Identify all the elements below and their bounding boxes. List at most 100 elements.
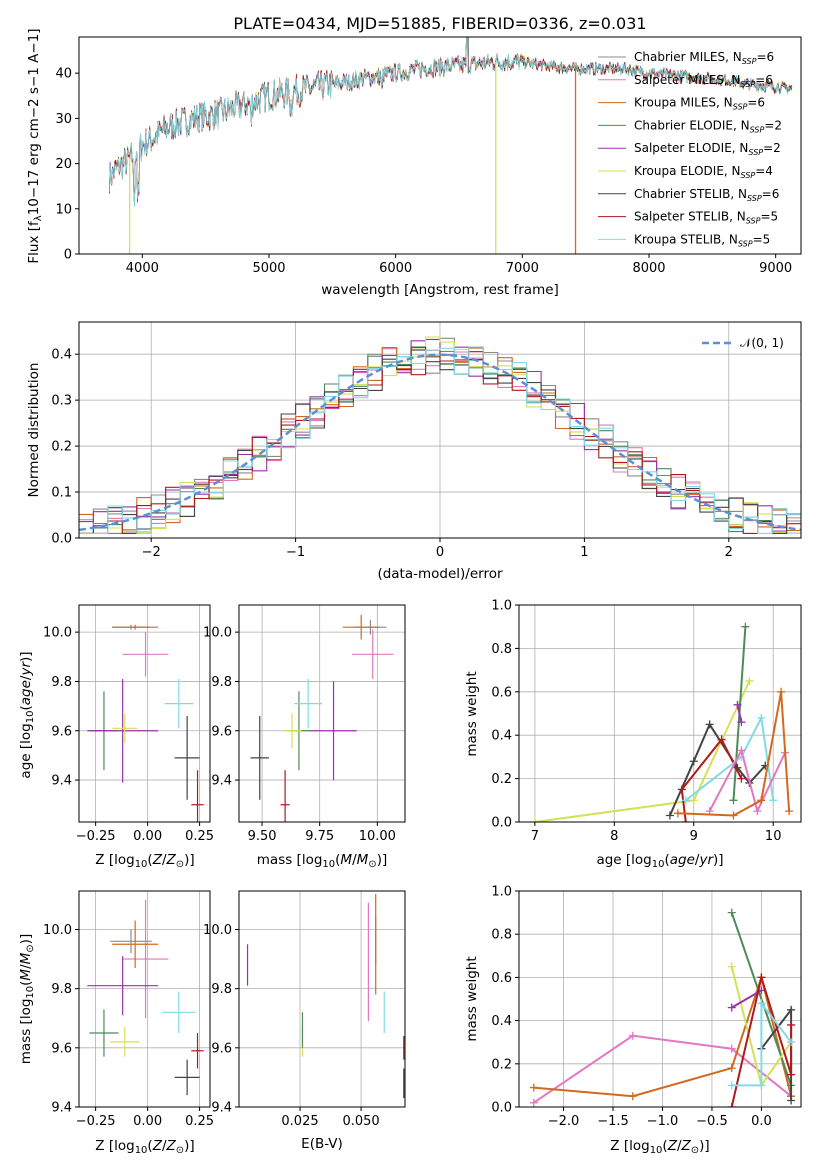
legend-entry: Kroupa MILES, NSSP=6	[634, 96, 765, 112]
weight-marker	[757, 1081, 766, 1090]
plot-area-residuals	[79, 322, 801, 538]
y-tick-label: 10.0	[43, 923, 72, 938]
legend-sub: SSP	[747, 194, 762, 203]
legend-sub: SSP	[742, 57, 757, 66]
y-tick-label: 9.4	[211, 774, 232, 789]
x-tick-label: 9000	[759, 261, 792, 276]
weight-line-salpeter-stelib	[680, 737, 743, 822]
y-tick-label: 1.0	[491, 599, 512, 614]
y-tick-label: 0.2	[491, 1057, 512, 1072]
label-part: /	[677, 1138, 682, 1154]
label-part: M	[18, 952, 34, 964]
y-axis-label: mass [log10(M/M⊙)]	[18, 934, 36, 1064]
weight-line-kroupa-stelib	[685, 714, 775, 802]
label-part: 10	[25, 711, 36, 724]
weight-marker	[727, 1081, 736, 1090]
x-tick-label: 9.50	[248, 829, 277, 844]
y-tick-label: 9.8	[51, 675, 72, 690]
histogram-kroupa-stelib	[79, 346, 801, 534]
weight-marker	[737, 746, 746, 755]
axes-spectrum: 4000 5000 6000 7000 8000 9000 0 10 20 30 40 Chabrie…	[26, 28, 802, 298]
weight-marker	[737, 718, 746, 727]
axes-frame	[518, 890, 802, 1108]
label-part: −1	[26, 34, 42, 54]
weight-line-salpeter-elodie	[736, 704, 743, 723]
y-tick-label: 9.8	[211, 675, 232, 690]
label-part: mass [log	[18, 999, 34, 1065]
y-axis-label: mass weight	[464, 956, 480, 1041]
axes-mass-vs-Z: −0.25 0.00 0.259.49.69.810.0Z [log10(Z/Z⊙)…	[18, 890, 214, 1156]
x-tick-label: 0.00	[133, 829, 162, 844]
legend-sub: SSP	[733, 103, 748, 112]
label-part: )]	[377, 852, 388, 868]
weight-marker	[677, 785, 686, 794]
weight-marker	[757, 713, 766, 722]
label-part: ]	[26, 28, 42, 33]
label-part: (	[18, 705, 34, 710]
weight-marker	[530, 818, 539, 822]
axes-residuals: −2 −1 0 1 2 0.0 0.1 0.2 0.3 0.4 𝒩(0, 1) (data-model…	[26, 321, 802, 582]
legend-entry: Kroupa STELIB, NSSP=5	[634, 232, 770, 248]
weight-marker	[757, 999, 766, 1008]
weight-line-chabrier-stelib	[668, 722, 767, 816]
axes-age-vs-Z: −0.25 0.00 0.259.49.69.810.0Z [log10(Z/Z⊙)…	[18, 604, 214, 870]
label-part: )]	[18, 651, 34, 662]
label-part: mass [log	[257, 852, 323, 868]
label-part: (	[664, 852, 669, 868]
y-tick-label: 0	[64, 248, 72, 263]
legend-value: =6	[755, 73, 773, 87]
plot-area-weight-vs-Z	[519, 891, 801, 1107]
y-axis-label: age [log10(age/yr)]	[18, 651, 36, 778]
x-tick-label: 2	[725, 545, 733, 560]
y-tick-label: 0.8	[491, 642, 512, 657]
label-part: (	[147, 1138, 152, 1154]
label-part: )]	[184, 852, 195, 868]
y-tick-label: 0.6	[491, 971, 512, 986]
weight-marker	[705, 720, 714, 729]
y-tick-label: 0.1	[51, 486, 72, 501]
legend-sub: SSP	[738, 239, 753, 248]
legend-entry: 𝒩(0, 1)	[740, 336, 784, 350]
legend-value: =6	[756, 50, 774, 64]
label-part: /	[162, 1138, 167, 1154]
label-part: 10	[652, 859, 665, 870]
label-part: )]	[713, 852, 724, 868]
legend-entry: Chabrier MILES, NSSP=6	[634, 50, 774, 66]
label-part: age	[670, 852, 695, 868]
axes-frame	[238, 890, 406, 1108]
label-part: age [log	[596, 852, 651, 868]
normal-reference-curve	[79, 353, 801, 532]
weight-marker	[757, 973, 766, 982]
label-part: s	[26, 87, 42, 98]
label-part: (	[18, 981, 34, 986]
legend-sub: SSP	[741, 171, 756, 180]
legend-value: =5	[760, 210, 778, 224]
legend-text: Chabrier STELIB, N	[634, 187, 747, 201]
x-tick-label: 10	[765, 829, 782, 844]
weight-line-salpeter-miles	[708, 747, 787, 815]
weight-marker	[628, 1031, 637, 1040]
weight-marker	[727, 1044, 736, 1053]
label-part: Z	[166, 852, 177, 868]
weight-marker	[727, 1003, 736, 1012]
axes-weight-vs-age: 7 8 9 10 0.0 0.2 0.4 0.6 0.8 1.0 mass weight age [l…	[464, 599, 802, 870]
label-part: −1	[26, 67, 42, 87]
legend-text: Salpeter STELIB, N	[634, 210, 746, 224]
x-tick-label: −1	[286, 545, 305, 560]
legend-value: =6	[762, 187, 780, 201]
label-part: /	[18, 675, 34, 680]
weight-marker	[785, 807, 794, 816]
weight-marker	[733, 700, 742, 709]
axes-frame	[238, 604, 406, 823]
legend-text: Chabrier ELODIE, N	[634, 118, 750, 132]
label-part: Z	[166, 1138, 177, 1154]
y-tick-label: 10	[55, 202, 72, 217]
label-part: /	[162, 852, 167, 868]
label-part: 10	[650, 1145, 663, 1156]
x-tick-label: 0	[436, 545, 444, 560]
y-tick-label: 9.8	[51, 982, 72, 997]
legend-sub: SSP	[750, 125, 765, 134]
label-part: Z	[152, 1138, 163, 1154]
label-part: erg cm	[26, 118, 42, 169]
x-tick-label: 9.75	[305, 829, 334, 844]
